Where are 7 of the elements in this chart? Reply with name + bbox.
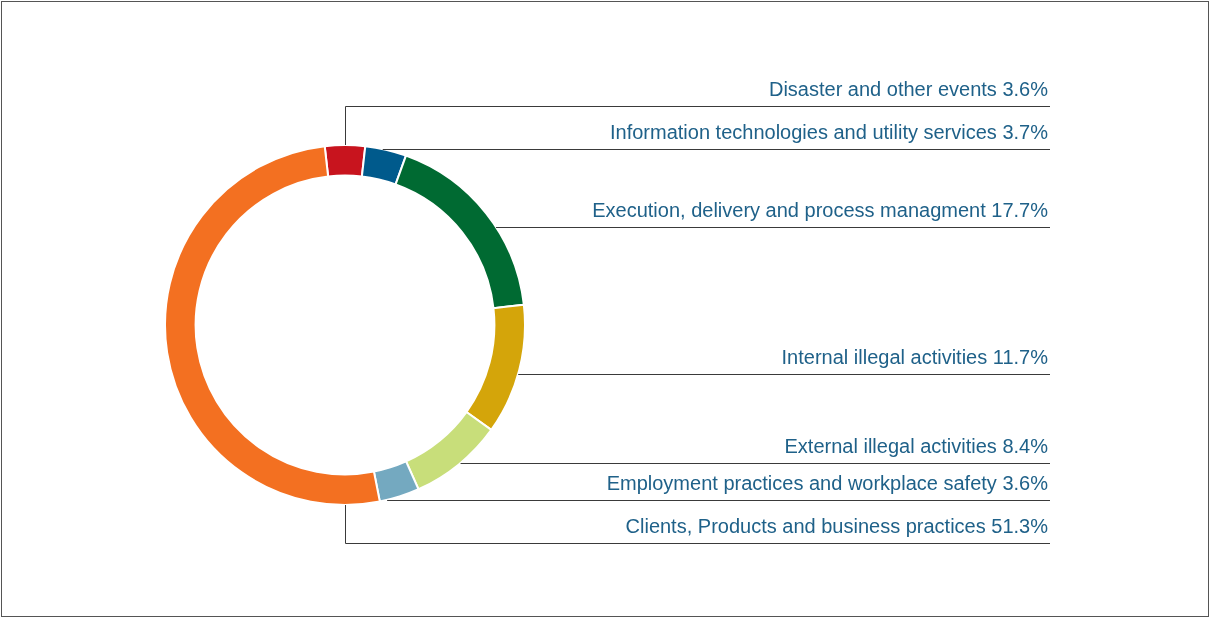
slice-label: Internal illegal activities 11.7%: [781, 346, 1049, 368]
slice-label: Disaster and other events 3.6%: [768, 78, 1049, 100]
slice-label: Execution, delivery and process managment 17.7%: [592, 199, 1049, 221]
slice-label: Employment practices and workplace safety 3.6%: [606, 472, 1049, 494]
slice-label: External illegal activities 8.4%: [784, 435, 1049, 457]
slice-label: Clients, Products and business practices 51.3%: [625, 515, 1049, 537]
slice-label: Information technologies and utility services 3.7%: [609, 121, 1049, 143]
